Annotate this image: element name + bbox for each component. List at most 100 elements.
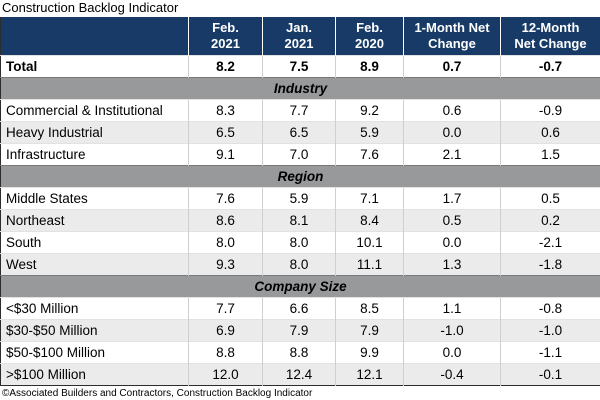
cell-value: 11.1 bbox=[335, 253, 404, 276]
row-label: $50-$100 Million bbox=[0, 341, 189, 364]
cell-value: -1.1 bbox=[500, 341, 600, 364]
cell-value: -1.0 bbox=[403, 319, 501, 342]
section-band-label: Company Size bbox=[0, 275, 600, 298]
cell-value: 7.9 bbox=[262, 319, 336, 342]
section-band-label: Industry bbox=[0, 77, 600, 100]
cell-value: 6.5 bbox=[262, 121, 336, 144]
row-label: $30-$50 Million bbox=[0, 319, 189, 342]
table-row: >$100 Million 12.0 12.4 12.1 -0.4 -0.1 bbox=[0, 363, 600, 386]
cell-value: -2.1 bbox=[500, 231, 600, 254]
cell-value: 9.1 bbox=[188, 143, 263, 166]
cell-value: 1.1 bbox=[403, 297, 501, 320]
cell-value: 8.0 bbox=[262, 253, 336, 276]
table-row: Commercial & Institutional 8.3 7.7 9.2 0.6 -0… bbox=[0, 99, 600, 122]
cell-value: 12.0 bbox=[188, 363, 263, 386]
cell-value: 7.6 bbox=[188, 187, 263, 210]
cell-value: 5.9 bbox=[335, 121, 404, 144]
cell-value: -0.7 bbox=[500, 55, 600, 78]
cell-value: -1.0 bbox=[500, 319, 600, 342]
cell-value: 12.1 bbox=[335, 363, 404, 386]
cell-value: 8.1 bbox=[262, 209, 336, 232]
row-label: Total bbox=[0, 55, 189, 78]
cell-value: 0.0 bbox=[403, 341, 501, 364]
row-label: >$100 Million bbox=[0, 363, 189, 386]
table-row: South 8.0 8.0 10.1 0.0 -2.1 bbox=[0, 231, 600, 254]
cell-value: 9.2 bbox=[335, 99, 404, 122]
column-header: Feb. 2021 bbox=[188, 17, 263, 56]
table-row: Infrastructure 9.1 7.0 7.6 2.1 1.5 bbox=[0, 143, 600, 166]
table-row: Heavy Industrial 6.5 6.5 5.9 0.0 0.6 bbox=[0, 121, 600, 144]
cell-value: -0.8 bbox=[500, 297, 600, 320]
column-header-line: 1-Month Net bbox=[414, 20, 490, 35]
cell-value: 7.6 bbox=[335, 143, 404, 166]
table-row: Middle States 7.6 5.9 7.1 1.7 0.5 bbox=[0, 187, 600, 210]
section-band: Company Size bbox=[0, 275, 600, 298]
section-band: Region bbox=[0, 165, 600, 188]
page-title: Construction Backlog Indicator bbox=[2, 0, 179, 15]
cell-value: 8.3 bbox=[188, 99, 263, 122]
cell-value: 0.6 bbox=[500, 121, 600, 144]
cell-value: 2.1 bbox=[403, 143, 501, 166]
cell-value: 12.4 bbox=[262, 363, 336, 386]
table-row: Northeast 8.6 8.1 8.4 0.5 0.2 bbox=[0, 209, 600, 232]
cell-value: 0.0 bbox=[403, 231, 501, 254]
column-header: Feb. 2020 bbox=[335, 17, 404, 56]
row-label: Commercial & Institutional bbox=[0, 99, 189, 122]
cell-value: 8.9 bbox=[335, 55, 404, 78]
header-row: Feb. 2021 Jan. 2021 Feb. 2020 1-Month Net Chang… bbox=[0, 17, 600, 56]
cell-value: 5.9 bbox=[262, 187, 336, 210]
cell-value: 8.2 bbox=[188, 55, 263, 78]
column-header-line: 12-Month bbox=[521, 20, 580, 35]
cell-value: 8.8 bbox=[188, 341, 263, 364]
cell-value: 0.7 bbox=[403, 55, 501, 78]
cell-value: -0.4 bbox=[403, 363, 501, 386]
cell-value: 7.5 bbox=[262, 55, 336, 78]
total-row: Total 8.2 7.5 8.9 0.7 -0.7 bbox=[0, 55, 600, 78]
cell-value: 10.1 bbox=[335, 231, 404, 254]
cell-value: 0.5 bbox=[403, 209, 501, 232]
cell-value: 8.4 bbox=[335, 209, 404, 232]
cell-value: 8.0 bbox=[262, 231, 336, 254]
cell-value: 7.7 bbox=[188, 297, 263, 320]
column-header-line: 2021 bbox=[284, 36, 314, 51]
cell-value: 8.0 bbox=[188, 231, 263, 254]
column-header-line: Feb. bbox=[356, 20, 383, 35]
cell-value: 1.3 bbox=[403, 253, 501, 276]
cell-value: 8.6 bbox=[188, 209, 263, 232]
cell-value: 6.6 bbox=[262, 297, 336, 320]
corner-cell bbox=[0, 17, 189, 56]
cell-value: 6.9 bbox=[188, 319, 263, 342]
cell-value: 0.6 bbox=[403, 99, 501, 122]
row-label: Middle States bbox=[0, 187, 189, 210]
column-header: Jan. 2021 bbox=[262, 17, 336, 56]
cell-value: 0.5 bbox=[500, 187, 600, 210]
row-label: West bbox=[0, 253, 189, 276]
cell-value: 7.1 bbox=[335, 187, 404, 210]
cell-value: -0.9 bbox=[500, 99, 600, 122]
row-label: Infrastructure bbox=[0, 143, 189, 166]
row-label: Northeast bbox=[0, 209, 189, 232]
section-band-label: Region bbox=[0, 165, 600, 188]
backlog-table: Feb. 2021 Jan. 2021 Feb. 2020 1-Month Net Chang… bbox=[0, 17, 600, 386]
column-header-line: 2021 bbox=[211, 36, 240, 51]
cell-value: 9.9 bbox=[335, 341, 404, 364]
cell-value: -1.8 bbox=[500, 253, 600, 276]
column-header-line: Jan. bbox=[285, 20, 312, 35]
column-header-line: Feb. bbox=[212, 20, 239, 35]
cell-value: 8.5 bbox=[335, 297, 404, 320]
cell-value: 1.5 bbox=[500, 143, 600, 166]
table-row: $50-$100 Million 8.8 8.8 9.9 0.0 -1.1 bbox=[0, 341, 600, 364]
column-header: 12-Month Net Change bbox=[500, 17, 600, 56]
column-header-line: Net Change bbox=[514, 36, 587, 51]
column-header: 1-Month Net Change bbox=[403, 17, 501, 56]
cell-value: 6.5 bbox=[188, 121, 263, 144]
cell-value: 0.2 bbox=[500, 209, 600, 232]
section-band: Industry bbox=[0, 77, 600, 100]
cell-value: 9.3 bbox=[188, 253, 263, 276]
cell-value: 1.7 bbox=[403, 187, 501, 210]
source-attribution: ©Associated Builders and Contractors, Co… bbox=[2, 388, 313, 399]
column-header-line: Change bbox=[428, 36, 476, 51]
cell-value: 7.7 bbox=[262, 99, 336, 122]
cell-value: 0.0 bbox=[403, 121, 501, 144]
table-row: $30-$50 Million 6.9 7.9 7.9 -1.0 -1.0 bbox=[0, 319, 600, 342]
